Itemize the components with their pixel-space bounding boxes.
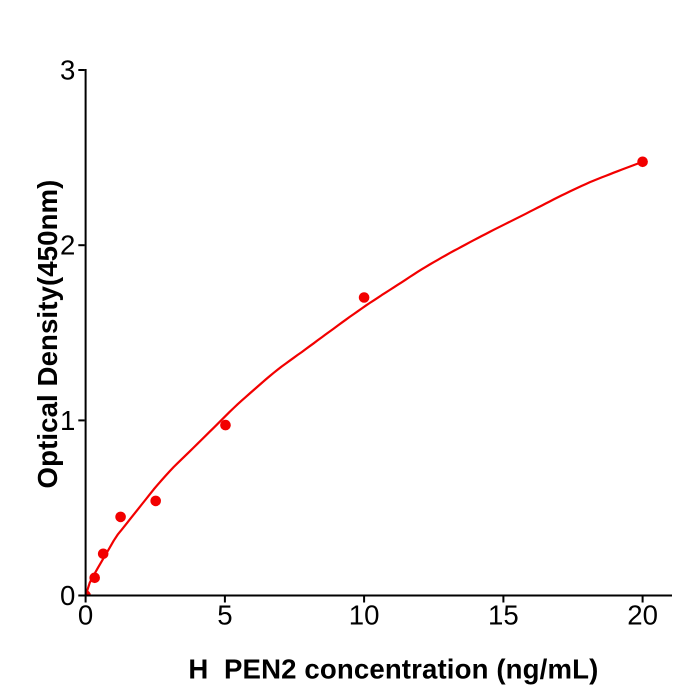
svg-text:3: 3: [60, 55, 75, 86]
svg-text:0: 0: [60, 580, 75, 611]
svg-text:H PEN2 concentration (ng/mL): H PEN2 concentration (ng/mL): [188, 654, 598, 685]
svg-text:2: 2: [60, 230, 75, 261]
svg-text:15: 15: [488, 599, 519, 630]
svg-text:20: 20: [627, 599, 658, 630]
svg-text:0: 0: [78, 599, 93, 630]
svg-text:1: 1: [60, 405, 75, 436]
svg-text:5: 5: [217, 599, 232, 630]
svg-text:Optical Density(450nm): Optical Density(450nm): [32, 180, 63, 489]
svg-text:10: 10: [349, 599, 380, 630]
